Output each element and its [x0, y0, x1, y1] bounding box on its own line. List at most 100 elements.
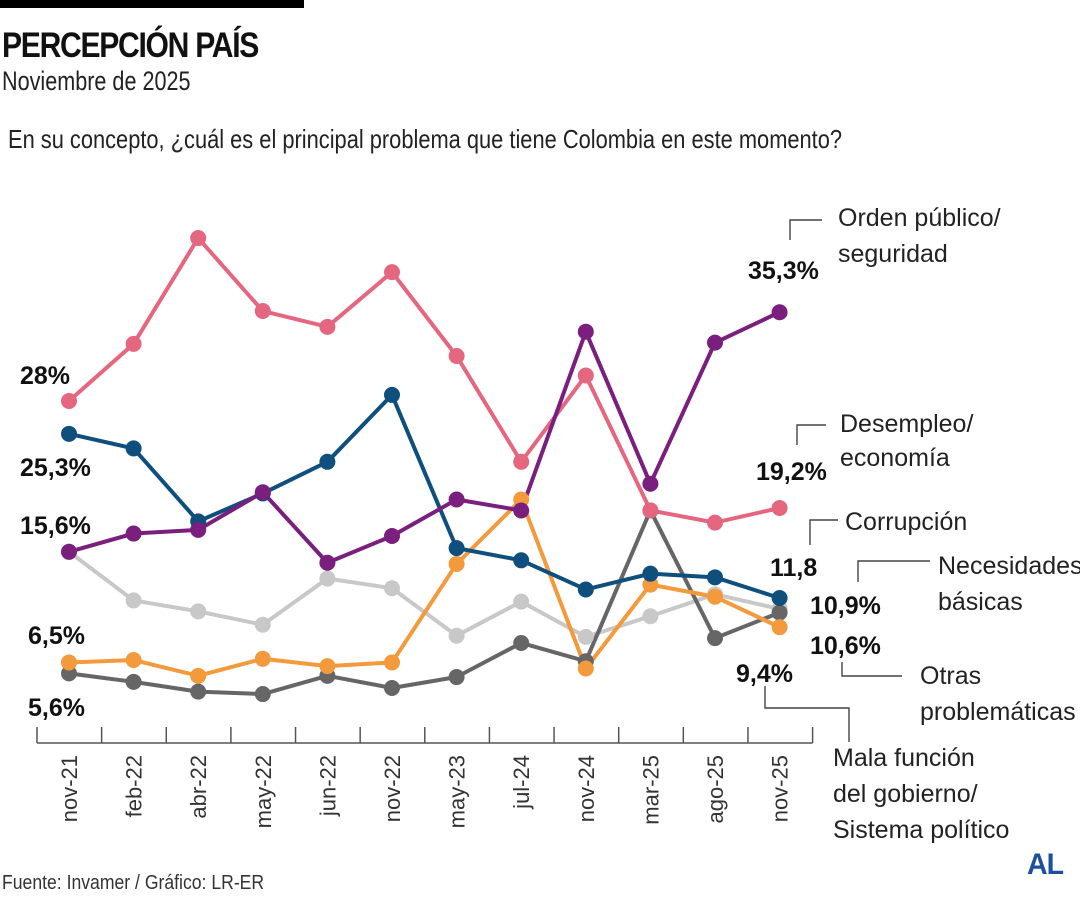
data-point-desempleo-nov-22	[384, 264, 400, 281]
data-point-otras-abr-22	[190, 683, 207, 700]
survey-question: En su concepto, ¿cuál es el principal pr…	[8, 124, 843, 154]
start-label-corrupcion: 25,3%	[20, 454, 91, 482]
leader-mala-funcion	[764, 686, 850, 742]
data-point-necesidades-may-22	[254, 616, 271, 633]
series-points	[61, 230, 788, 703]
data-point-otras-may-23	[448, 669, 465, 686]
start-label-desempleo: 28%	[20, 362, 70, 390]
title-accent-bar	[0, 0, 304, 8]
end-label-orden-publico: 35,3%	[748, 257, 819, 285]
data-point-mala-funcion-feb-22	[125, 652, 142, 669]
data-point-necesidades-jul-24	[513, 593, 530, 610]
series-lines	[67, 236, 781, 697]
data-point-corrupcion-jul-24	[513, 552, 530, 569]
data-point-orden-publico-jun-22	[319, 554, 336, 571]
data-point-necesidades-jun-22	[319, 570, 336, 587]
x-tick-label-feb-22: feb-22	[122, 755, 147, 817]
data-point-orden-publico-jul-24	[513, 502, 530, 519]
data-point-orden-publico-mar-25	[642, 475, 659, 492]
data-point-desempleo-nov-25	[771, 500, 788, 517]
x-tick-label-may-22: may-22	[251, 755, 276, 828]
chart-title: PERCEPCIÓN PAÍS	[2, 26, 259, 65]
end-label-corrupcion: 11,8	[770, 554, 817, 582]
legend-label-corrupcion: Corrupción	[845, 508, 967, 536]
data-point-mala-funcion-may-23	[448, 555, 465, 572]
x-tick-label-may-23: may-23	[445, 755, 470, 828]
data-point-desempleo-nov-24	[577, 367, 594, 384]
data-point-desempleo-abr-22	[190, 230, 207, 247]
data-point-corrupcion-ago-25	[707, 569, 723, 586]
legend-label-mala-funcion-1: Mala función	[833, 744, 975, 772]
legend-label-mala-funcion-2: del gobierno/	[833, 780, 978, 808]
data-point-otras-nov-22	[384, 679, 400, 696]
x-tick-label-nov-22: nov-22	[380, 755, 405, 822]
data-point-corrupcion-nov-21	[61, 425, 77, 442]
data-point-desempleo-jun-22	[319, 318, 336, 335]
x-tick-label-ago-25: ago-25	[703, 755, 728, 824]
x-tick-labels: nov-21 feb-22 abr-22 may-22 jun-22 nov-22 may-…	[57, 755, 793, 828]
legend-label-otras-2: problemáticas	[920, 698, 1076, 726]
x-tick-label-abr-22: abr-22	[186, 755, 211, 819]
data-point-otras-feb-22	[125, 673, 142, 690]
x-tick-label-nov-24: nov-24	[574, 755, 599, 822]
data-point-orden-publico-nov-21	[61, 543, 77, 560]
data-point-mala-funcion-ago-25	[707, 588, 723, 605]
label-leader-lines	[764, 219, 930, 742]
leader-necesidades	[857, 560, 930, 582]
data-point-orden-publico-nov-25	[771, 304, 788, 321]
legend-label-desempleo-1: Desempleo/	[840, 410, 973, 438]
data-point-corrupcion-nov-25	[771, 589, 788, 606]
data-point-mala-funcion-abr-22	[190, 667, 207, 684]
data-point-corrupcion-mar-25	[642, 565, 659, 582]
data-point-necesidades-nov-24	[577, 628, 594, 645]
x-axis	[36, 727, 814, 744]
leader-otras	[841, 662, 902, 677]
chart-subtitle: Noviembre de 2025	[2, 66, 191, 96]
end-label-necesidades: 10,9%	[810, 592, 881, 620]
leader-desempleo	[796, 424, 826, 445]
end-label-desempleo: 19,2%	[756, 458, 827, 486]
legend-label-mala-funcion-3: Sistema político	[833, 816, 1009, 844]
x-tick-label-nov-21: nov-21	[57, 755, 82, 822]
data-point-corrupcion-may-23	[448, 540, 465, 557]
legend-label-desempleo-2: economía	[840, 444, 950, 472]
data-point-desempleo-nov-21	[61, 393, 77, 409]
publisher-logo: AL	[1027, 848, 1064, 881]
data-point-orden-publico-abr-22	[190, 521, 207, 538]
data-point-necesidades-nov-22	[384, 580, 400, 597]
data-point-orden-publico-ago-25	[707, 334, 723, 351]
data-point-necesidades-feb-22	[125, 592, 142, 609]
data-point-otras-jul-24	[513, 634, 530, 651]
data-point-corrupcion-nov-24	[577, 581, 594, 598]
series-line-mala-funcion	[68, 497, 781, 678]
end-label-otras: 10,6%	[810, 632, 881, 660]
series-line-desempleo	[67, 236, 781, 525]
data-point-orden-publico-may-22	[254, 484, 271, 501]
source-note: Fuente: Invamer / Gráfico: LR-ER	[2, 872, 265, 894]
legend-label-necesidades-1: Necesidades	[938, 552, 1080, 580]
start-label-otras: 5,6%	[28, 694, 85, 722]
data-point-orden-publico-nov-24	[577, 323, 594, 340]
data-point-necesidades-mar-25	[642, 608, 659, 625]
series-line-corrupcion	[68, 392, 781, 600]
data-point-necesidades-abr-22	[190, 603, 207, 620]
data-point-desempleo-may-23	[448, 348, 465, 365]
data-point-mala-funcion-may-22	[254, 650, 271, 667]
data-point-mala-funcion-nov-24	[577, 660, 594, 677]
data-point-orden-publico-nov-22	[384, 527, 400, 544]
series-line-necesidades	[67, 550, 781, 639]
data-point-desempleo-mar-25	[642, 502, 659, 519]
data-point-necesidades-may-23	[448, 627, 465, 644]
data-point-otras-may-22	[254, 686, 271, 703]
x-tick-label-jul-24: jul-24	[509, 755, 534, 810]
legend-label-orden-publico-2: seguridad	[838, 240, 948, 268]
data-point-mala-funcion-nov-25	[771, 619, 788, 636]
data-point-desempleo-feb-22	[125, 335, 142, 352]
leader-corrupcion	[809, 519, 838, 545]
data-point-corrupcion-nov-22	[384, 386, 400, 403]
leader-orden-publico	[789, 219, 822, 240]
series-line-orden-publico	[68, 310, 781, 565]
x-tick-label-mar-25: mar-25	[638, 755, 663, 825]
data-point-desempleo-ago-25	[707, 514, 723, 531]
